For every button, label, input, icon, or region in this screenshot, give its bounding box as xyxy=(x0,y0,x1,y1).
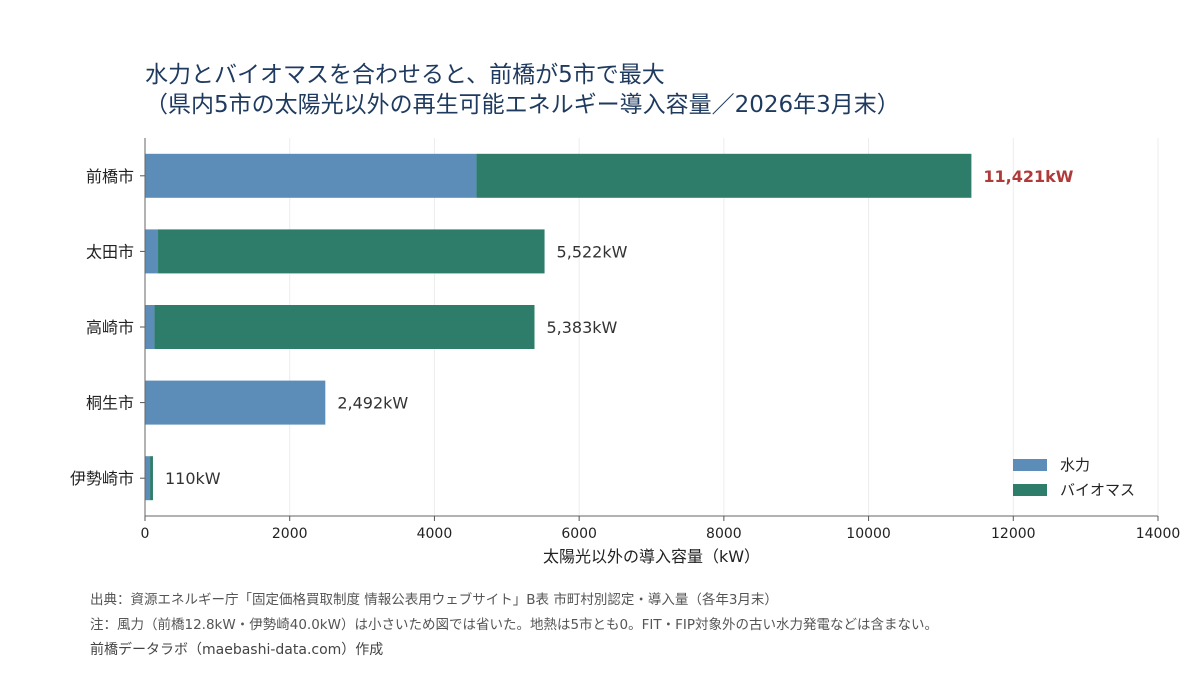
bar-biomass xyxy=(158,229,545,274)
category-label: 高崎市 xyxy=(86,318,134,337)
chart-title: 水力とバイオマスを合わせると、前橋が5市で最大 xyxy=(145,62,665,88)
source-note: 出典：資源エネルギー庁「固定価格買取制度 情報公表用ウェブサイト」B表 市町村別… xyxy=(90,592,778,608)
category-label: 伊勢崎市 xyxy=(70,469,134,488)
bar-hydro xyxy=(145,153,477,198)
total-label: 5,383kW xyxy=(546,318,617,337)
bar-chart: 前橋市 11,421kW 太田市 5,522kW 高崎市 5,383kW 桐生市 2,492k… xyxy=(70,138,1181,566)
bar-hydro xyxy=(145,456,151,501)
x-tick-label: 6000 xyxy=(561,526,597,542)
total-label: 110kW xyxy=(165,469,221,488)
legend-label: 水力 xyxy=(1060,456,1090,474)
credit-note: 前橋データラボ（maebashi-data.com）作成 xyxy=(90,642,384,658)
legend-swatch xyxy=(1013,484,1047,496)
x-tick-label: 12000 xyxy=(991,526,1036,542)
category-label: 太田市 xyxy=(86,242,134,261)
category-label: 前橋市 xyxy=(86,167,134,186)
bar-hydro xyxy=(145,305,155,349)
x-tick-label: 14000 xyxy=(1136,526,1181,542)
bar-hydro xyxy=(145,229,159,274)
total-label: 5,522kW xyxy=(557,242,628,261)
chart-title-block: 水力とバイオマスを合わせると、前橋が5市で最大 （県内5市の太陽光以外の再生可能… xyxy=(145,60,1145,120)
legend-swatch xyxy=(1013,459,1047,471)
legend-label: バイオマス xyxy=(1060,481,1135,499)
x-tick-label: 4000 xyxy=(417,526,453,542)
bar-biomass xyxy=(150,456,153,501)
category-label: 桐生市 xyxy=(86,394,134,413)
bar-hydro xyxy=(145,380,326,425)
bar-biomass xyxy=(154,305,535,349)
x-tick-label: 0 xyxy=(141,526,150,542)
caveat-note: 注：風力（前橋12.8kW・伊勢崎40.0kW）は小さいため図では省いた。地熱は… xyxy=(90,617,939,633)
footnotes: 出典：資源エネルギー庁「固定価格買取制度 情報公表用ウェブサイト」B表 市町村別… xyxy=(90,588,938,663)
x-tick-label: 2000 xyxy=(272,526,308,542)
bar-biomass xyxy=(476,153,972,198)
total-label: 2,492kW xyxy=(337,394,408,413)
x-tick-label: 8000 xyxy=(706,526,742,542)
x-tick-label: 10000 xyxy=(846,526,891,542)
total-label: 11,421kW xyxy=(983,167,1073,186)
x-axis-label: 太陽光以外の導入容量（kW） xyxy=(543,547,760,566)
chart-subtitle: （県内5市の太陽光以外の再生可能エネルギー導入容量／2026年3月末） xyxy=(145,92,900,118)
